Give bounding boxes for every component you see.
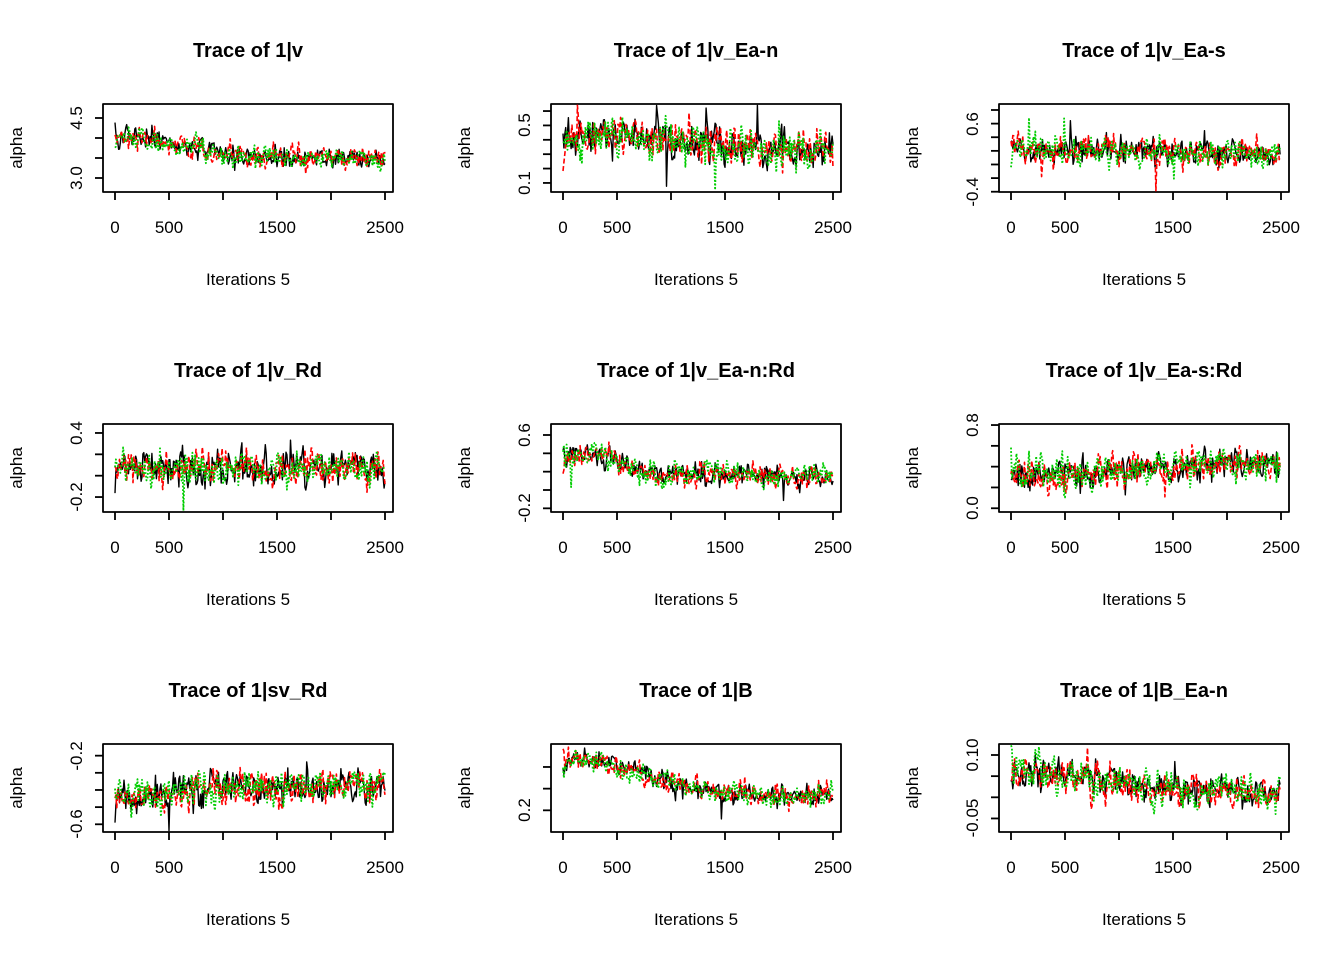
trace-plot-cell: Trace of 1|v_Ea-n alpha Iterations 5 0 50… bbox=[448, 0, 896, 320]
x-axis-label: Iterations 5 bbox=[205, 590, 291, 609]
trace-plot-cell: Trace of 1|sv_Rd alpha Iterations 5 0 500… bbox=[0, 640, 448, 960]
y-tick-label: -0.2 bbox=[67, 482, 86, 512]
x-tick-label: 2500 bbox=[1262, 538, 1300, 557]
x-tick-label: 0 bbox=[1006, 218, 1016, 237]
plot-title: Trace of 1|v_Ea-n bbox=[613, 40, 779, 62]
plot-title: Trace of 1|B_Ea-n bbox=[1060, 680, 1228, 702]
x-tick-label: 2500 bbox=[814, 538, 852, 557]
y-axis-label: alpha bbox=[7, 447, 26, 489]
trace-plot-cell: Trace of 1|B_Ea-n alpha Iterations 5 0 50… bbox=[896, 640, 1344, 960]
x-tick-label: 2500 bbox=[814, 858, 852, 877]
x-tick-label: 2500 bbox=[1262, 858, 1300, 877]
plot-title: Trace of 1|sv_Rd bbox=[168, 680, 328, 702]
trace-plot-cell: Trace of 1|B alpha Iterations 5 0 500 1500… bbox=[448, 640, 896, 960]
x-tick-label: 2500 bbox=[366, 538, 404, 557]
x-tick-label: 2500 bbox=[814, 218, 852, 237]
x-tick-label: 500 bbox=[154, 538, 184, 557]
y-axis-label: alpha bbox=[7, 767, 26, 809]
x-tick-label: 500 bbox=[1050, 858, 1080, 877]
x-axis-label: Iterations 5 bbox=[653, 910, 739, 929]
x-tick-label: 1500 bbox=[706, 538, 744, 557]
x-tick-label: 500 bbox=[602, 538, 632, 557]
y-axis-label: alpha bbox=[7, 127, 26, 169]
x-tick-label: 500 bbox=[1050, 538, 1080, 557]
trace-plot-cell: Trace of 1|v_Ea-s alpha Iterations 5 0 50… bbox=[896, 0, 1344, 320]
y-axis-label: alpha bbox=[455, 767, 474, 809]
x-tick-label: 2500 bbox=[1262, 218, 1300, 237]
y-tick-label: 0.1 bbox=[515, 171, 534, 195]
trace-plot-cell: Trace of 1|v_Rd alpha Iterations 5 0 500 1… bbox=[0, 320, 448, 640]
x-tick-label: 0 bbox=[1006, 538, 1016, 557]
y-tick-label: 0.10 bbox=[963, 738, 982, 772]
y-tick-label: 0.2 bbox=[515, 798, 534, 823]
x-tick-label: 500 bbox=[154, 218, 184, 237]
x-tick-label: 500 bbox=[602, 858, 632, 877]
y-tick-label: 0.8 bbox=[963, 413, 982, 437]
y-tick-label: 3.0 bbox=[67, 166, 86, 190]
x-tick-label: 2500 bbox=[366, 218, 404, 237]
trace-plot-cell: Trace of 1|v_Ea-n:Rd alpha Iterations 5 … bbox=[448, 320, 896, 640]
x-tick-label: 0 bbox=[110, 538, 120, 557]
x-axis-label: Iterations 5 bbox=[1101, 590, 1187, 609]
y-tick-label: -0.2 bbox=[515, 493, 534, 523]
x-tick-label: 0 bbox=[558, 218, 568, 237]
y-tick-label: -0.6 bbox=[67, 809, 86, 839]
trace-plot-cell: Trace of 1|v alpha Iterations 5 0 500 1500… bbox=[0, 0, 448, 320]
plot-title: Trace of 1|v_Ea-n:Rd bbox=[597, 360, 795, 382]
y-axis-label: alpha bbox=[455, 447, 474, 489]
x-axis-label: Iterations 5 bbox=[653, 590, 739, 609]
y-axis-label: alpha bbox=[903, 767, 922, 809]
y-axis-label: alpha bbox=[455, 127, 474, 169]
x-axis-label: Iterations 5 bbox=[653, 270, 739, 289]
y-tick-label: -0.2 bbox=[67, 741, 86, 771]
x-tick-label: 0 bbox=[110, 858, 120, 877]
x-tick-label: 0 bbox=[558, 538, 568, 557]
y-tick-label: -0.05 bbox=[963, 799, 982, 838]
x-tick-label: 500 bbox=[602, 218, 632, 237]
x-tick-label: 1500 bbox=[706, 218, 744, 237]
plot-title: Trace of 1|v_Rd bbox=[174, 360, 322, 382]
y-tick-label: 0.0 bbox=[963, 496, 982, 521]
plot-title: Trace of 1|v_Ea-s bbox=[1062, 40, 1226, 62]
x-tick-label: 1500 bbox=[706, 858, 744, 877]
x-axis-label: Iterations 5 bbox=[205, 910, 291, 929]
x-axis-label: Iterations 5 bbox=[1101, 910, 1187, 929]
x-tick-label: 1500 bbox=[1154, 858, 1192, 877]
y-axis-label: alpha bbox=[903, 127, 922, 169]
x-tick-label: 0 bbox=[110, 218, 120, 237]
x-tick-label: 1500 bbox=[1154, 218, 1192, 237]
plot-title: Trace of 1|B bbox=[639, 680, 753, 702]
plot-title: Trace of 1|v bbox=[192, 40, 304, 62]
plot-title: Trace of 1|v_Ea-s:Rd bbox=[1045, 360, 1243, 382]
y-tick-label: 0.6 bbox=[963, 111, 982, 136]
x-tick-label: 500 bbox=[1050, 218, 1080, 237]
x-axis-label: Iterations 5 bbox=[1101, 270, 1187, 289]
y-tick-label: 0.6 bbox=[515, 423, 534, 447]
y-tick-label: -0.4 bbox=[963, 177, 982, 207]
y-tick-label: 0.5 bbox=[515, 113, 534, 138]
x-tick-label: 1500 bbox=[258, 218, 296, 237]
x-axis-label: Iterations 5 bbox=[205, 270, 291, 289]
x-tick-label: 1500 bbox=[258, 538, 296, 557]
x-tick-label: 1500 bbox=[1154, 538, 1192, 557]
x-tick-label: 0 bbox=[1006, 858, 1016, 877]
trace-plot-cell: Trace of 1|v_Ea-s:Rd alpha Iterations 5 … bbox=[896, 320, 1344, 640]
y-tick-label: 0.4 bbox=[67, 421, 86, 445]
x-tick-label: 0 bbox=[558, 858, 568, 877]
y-axis-label: alpha bbox=[903, 447, 922, 489]
y-tick-label: 4.5 bbox=[67, 106, 86, 130]
x-tick-label: 500 bbox=[154, 858, 184, 877]
x-tick-label: 1500 bbox=[258, 858, 296, 877]
x-tick-label: 2500 bbox=[366, 858, 404, 877]
